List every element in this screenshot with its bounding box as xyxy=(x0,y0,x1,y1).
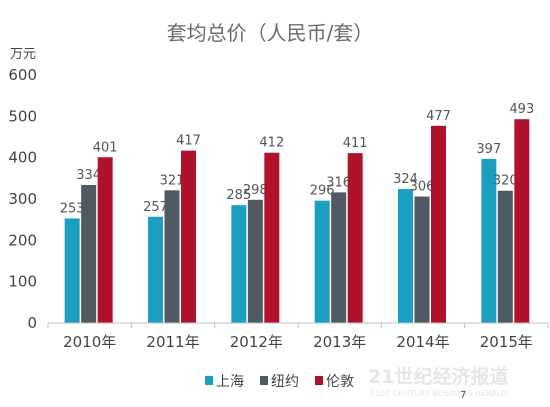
bar xyxy=(414,196,430,323)
bar xyxy=(497,190,513,323)
x-tick-label: 2013年 xyxy=(313,333,366,351)
legend-swatch xyxy=(315,376,323,385)
data-label: 320 xyxy=(493,174,518,189)
data-label: 493 xyxy=(509,102,534,117)
y-unit-label: 万元 xyxy=(10,47,36,62)
chart-title: 套均总价（人民币/套） xyxy=(167,21,374,45)
watermark-main-text: 21世纪经济报道 xyxy=(368,365,508,388)
data-label: 298 xyxy=(243,183,268,198)
bar xyxy=(64,218,80,323)
legend-label: 伦敦 xyxy=(326,374,354,390)
y-tick-label: 500 xyxy=(8,107,37,125)
y-axis: 0 100 200 300 400 500 600 xyxy=(8,66,37,332)
y-tick-label: 300 xyxy=(8,190,37,208)
bar xyxy=(514,119,530,323)
bar xyxy=(431,125,446,323)
x-axis: 2010年 2011年 2012年 2013年 2014年 2015年 xyxy=(47,322,549,351)
bar xyxy=(347,153,363,323)
legend-label: 纽约 xyxy=(271,374,299,390)
data-label: 477 xyxy=(426,109,451,124)
y-tick-label: 600 xyxy=(8,66,37,84)
bar xyxy=(247,199,263,323)
watermark: 21世纪经济报道 21ST CENTURY BUSINESS HERALD 7 xyxy=(368,365,508,401)
data-label: 411 xyxy=(343,136,368,151)
legend-swatch xyxy=(260,376,268,385)
data-label: 324 xyxy=(393,172,418,187)
x-tick-label: 2011年 xyxy=(146,333,199,351)
data-label: 321 xyxy=(160,173,185,188)
bar xyxy=(97,157,113,323)
data-label: 417 xyxy=(176,134,201,149)
bar xyxy=(314,200,330,323)
data-label: 334 xyxy=(76,168,101,183)
x-tick-label: 2010年 xyxy=(63,333,116,351)
bar xyxy=(181,150,196,323)
page-number: 7 xyxy=(460,390,466,401)
data-label: 397 xyxy=(476,142,501,157)
bar xyxy=(398,189,413,323)
data-label: 257 xyxy=(143,200,168,215)
y-tick-label: 400 xyxy=(8,149,37,167)
watermark-sub-text: 21ST CENTURY BUSINESS HERALD xyxy=(370,389,507,398)
bars-group: 253 257 285 296 324 397 334 321 298 316 306 320 401 4… xyxy=(60,102,534,323)
data-label: 412 xyxy=(259,136,284,151)
legend-swatch xyxy=(205,376,213,385)
bar xyxy=(81,184,97,323)
data-label: 401 xyxy=(93,140,118,155)
data-label: 253 xyxy=(60,201,85,216)
y-tick-label: 200 xyxy=(8,231,37,249)
x-tick-label: 2012年 xyxy=(230,333,283,351)
data-label: 285 xyxy=(226,188,251,203)
x-tick-label: 2014年 xyxy=(396,333,449,351)
data-label: 316 xyxy=(326,175,351,190)
x-tick-label: 2015年 xyxy=(480,333,533,351)
bar xyxy=(264,152,280,323)
data-label: 306 xyxy=(410,180,435,195)
data-label: 296 xyxy=(310,184,335,199)
legend-label: 上海 xyxy=(216,374,244,390)
y-tick-label: 0 xyxy=(27,314,37,332)
bar xyxy=(481,158,497,323)
legend: 上海 纽约 伦敦 xyxy=(205,374,354,390)
bar xyxy=(148,216,163,323)
bar xyxy=(331,192,347,323)
y-tick-label: 100 xyxy=(8,273,37,291)
bar xyxy=(164,190,180,323)
bar xyxy=(231,205,247,323)
